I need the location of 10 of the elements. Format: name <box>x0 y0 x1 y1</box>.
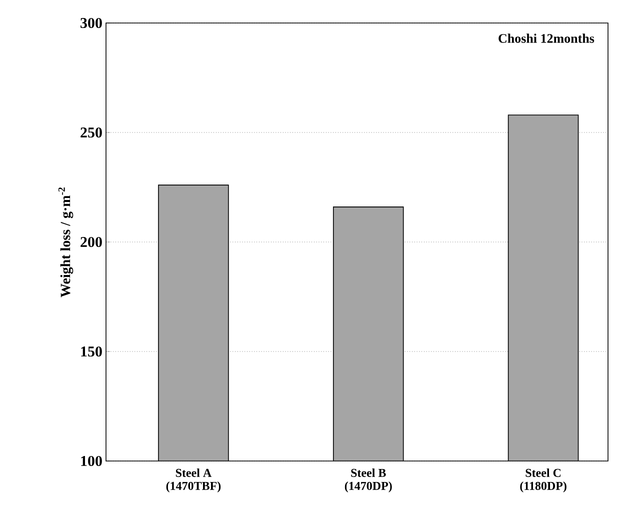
x-tick-label: Steel C (1180DP) <box>520 468 566 492</box>
y-tick-label: 250 <box>80 127 102 138</box>
y-tick-label: 100 <box>81 456 102 466</box>
text: Choshi 12months <box>498 34 594 43</box>
y-tick-label: 300 <box>80 18 102 28</box>
y-axis-title: Weight loss / g·m$^{-2}$ <box>58 187 74 298</box>
x-tick-label: Steel B (1470DP) <box>344 468 392 492</box>
x-tick-label: Steel A (1470TBF) <box>166 468 221 492</box>
y-tick-label: 150 <box>81 346 102 357</box>
y-tick-label: 200 <box>80 236 102 248</box>
